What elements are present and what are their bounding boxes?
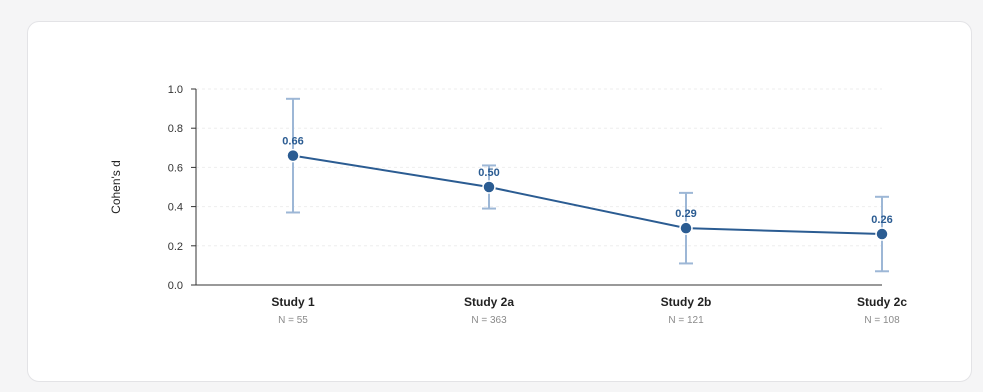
data-label: 0.29: [675, 208, 696, 220]
sample-size-label: N = 121: [668, 315, 704, 326]
x-category-label: Study 2b: [661, 295, 712, 309]
grid-lines: [196, 88, 882, 247]
chart-card: [27, 21, 972, 382]
sample-size-label: N = 108: [864, 315, 900, 326]
x-category-label: Study 2c: [857, 295, 907, 309]
data-point: [875, 227, 889, 241]
y-tick-label: 0.2: [168, 241, 183, 253]
x-category-label: Study 2a: [464, 295, 514, 309]
series-line: [292, 154, 883, 236]
y-tick-label: 1.0: [168, 84, 183, 96]
sample-size-label: N = 55: [278, 315, 308, 326]
data-label: 0.66: [282, 136, 303, 148]
x-category-labels: Study 1 N = 55 Study 2a N = 363 Study 2b N = …: [271, 295, 907, 326]
data-labels: 0.66 0.50 0.29 0.26: [282, 136, 892, 226]
data-points: [286, 148, 889, 241]
data-point: [679, 221, 693, 235]
data-label: 0.50: [478, 167, 499, 179]
y-axis-label: Cohen's d: [109, 160, 123, 214]
data-point: [286, 148, 300, 163]
data-point: [482, 180, 496, 194]
x-category-label: Study 1: [271, 295, 315, 309]
y-tick-label: 0.0: [168, 280, 183, 292]
y-tick-label: 0.8: [168, 123, 183, 135]
sample-size-label: N = 363: [471, 315, 507, 326]
y-tick-labels: 0.0 0.2 0.4 0.6 0.8 1.0: [168, 84, 183, 292]
y-tick-label: 0.6: [168, 162, 183, 174]
axes: [191, 88, 882, 286]
data-label: 0.26: [871, 214, 892, 226]
y-tick-label: 0.4: [168, 202, 183, 214]
